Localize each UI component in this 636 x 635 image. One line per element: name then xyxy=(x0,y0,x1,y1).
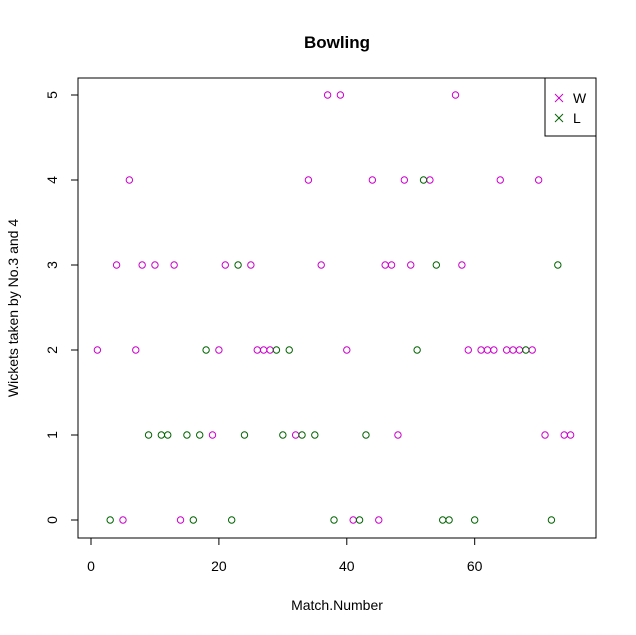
data-point-w xyxy=(477,346,485,354)
legend: WL xyxy=(544,77,597,137)
data-point-l xyxy=(285,346,293,354)
x-axis: 0 20 40 60 xyxy=(87,537,483,574)
data-points xyxy=(93,91,575,524)
data-point-w xyxy=(483,346,492,354)
legend-box xyxy=(544,77,597,137)
data-point-w xyxy=(458,261,466,269)
data-point-l xyxy=(432,261,441,269)
data-point-w xyxy=(291,431,300,439)
data-point-w xyxy=(119,516,127,524)
data-point-w xyxy=(451,91,460,99)
x-axis-label: Match.Number xyxy=(291,597,383,613)
data-point-l xyxy=(164,431,172,439)
y-tick-label: 4 xyxy=(44,176,60,184)
data-point-w xyxy=(253,346,261,354)
legend-label: W xyxy=(573,90,587,106)
data-point-w xyxy=(266,346,274,354)
legend-label: L xyxy=(573,110,581,126)
data-point-l xyxy=(183,431,191,439)
data-point-l xyxy=(272,346,281,354)
data-point-w xyxy=(534,176,543,184)
data-point-l xyxy=(547,516,556,524)
data-point-l xyxy=(202,346,210,354)
data-point-l xyxy=(189,516,198,524)
data-point-w xyxy=(132,346,140,354)
data-point-l xyxy=(311,431,319,439)
legend-marker-x-icon xyxy=(554,93,564,103)
data-point-w xyxy=(502,346,511,354)
data-point-w xyxy=(349,516,357,524)
data-point-w xyxy=(343,346,351,354)
plot-frame xyxy=(77,77,597,539)
data-point-w xyxy=(464,346,472,354)
data-point-w xyxy=(304,176,313,184)
x-tick-label: 0 xyxy=(87,558,95,574)
data-point-w xyxy=(515,346,524,354)
data-point-w xyxy=(541,431,549,439)
data-point-l xyxy=(279,431,287,439)
data-point-w xyxy=(566,431,575,439)
data-point-w xyxy=(528,346,536,354)
data-point-w xyxy=(400,176,409,184)
data-point-w xyxy=(490,346,498,354)
legend-marker-x-icon xyxy=(554,113,564,123)
x-tick-label: 60 xyxy=(467,558,483,574)
data-point-l xyxy=(298,431,306,439)
data-point-w xyxy=(215,346,223,354)
y-tick-label: 1 xyxy=(44,431,60,439)
data-point-l xyxy=(413,346,421,354)
data-point-w xyxy=(112,261,121,269)
data-point-w xyxy=(375,516,383,524)
data-point-w xyxy=(381,261,389,269)
data-point-l xyxy=(445,516,453,524)
data-point-w xyxy=(426,176,434,184)
data-point-l xyxy=(330,516,338,524)
data-point-l xyxy=(157,431,166,439)
data-point-w xyxy=(208,431,217,439)
data-point-l xyxy=(362,431,370,439)
data-point-l xyxy=(227,516,236,524)
data-point-w xyxy=(151,261,159,269)
data-point-w xyxy=(138,261,146,269)
data-point-l xyxy=(439,516,447,524)
x-tick-label: 40 xyxy=(339,558,355,574)
data-point-l xyxy=(355,516,364,524)
data-point-w xyxy=(387,261,396,269)
x-tick-label: 20 xyxy=(211,558,227,574)
data-point-w xyxy=(125,176,134,184)
data-point-l xyxy=(240,431,249,439)
data-point-w xyxy=(170,261,178,269)
y-axis: 0 1 2 3 4 5 xyxy=(44,91,79,524)
data-point-l xyxy=(196,431,204,439)
data-point-w xyxy=(394,431,402,439)
data-point-w xyxy=(407,261,415,269)
y-axis-label: Wickets taken by No.3 and 4 xyxy=(5,219,21,397)
data-point-l xyxy=(144,431,153,439)
y-tick-label: 0 xyxy=(44,516,60,524)
data-point-l xyxy=(554,261,562,269)
chart-title: Bowling xyxy=(304,33,370,52)
data-point-w xyxy=(176,516,185,524)
y-tick-label: 3 xyxy=(44,261,60,269)
data-point-w xyxy=(560,431,568,439)
data-point-w xyxy=(368,176,377,184)
data-point-w xyxy=(221,261,229,269)
data-point-w xyxy=(247,261,255,269)
data-point-w xyxy=(336,91,345,99)
y-tick-label: 5 xyxy=(44,91,60,99)
data-point-l xyxy=(522,346,530,354)
data-point-w xyxy=(259,346,268,354)
data-point-l xyxy=(470,516,479,524)
data-point-l xyxy=(234,261,242,269)
data-point-w xyxy=(93,346,102,354)
data-point-l xyxy=(106,516,114,524)
y-tick-label: 2 xyxy=(44,346,60,354)
data-point-l xyxy=(419,176,428,184)
data-point-w xyxy=(509,346,517,354)
data-point-w xyxy=(323,91,332,99)
data-point-w xyxy=(317,261,325,269)
data-point-w xyxy=(496,176,504,184)
